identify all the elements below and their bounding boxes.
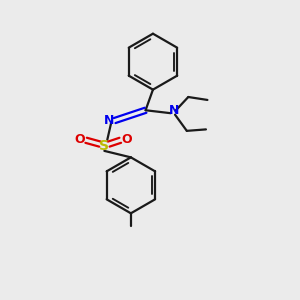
Text: N: N [169,104,180,117]
Text: S: S [99,139,110,153]
Text: O: O [121,133,132,146]
Text: O: O [74,133,85,146]
Text: N: N [104,114,115,127]
